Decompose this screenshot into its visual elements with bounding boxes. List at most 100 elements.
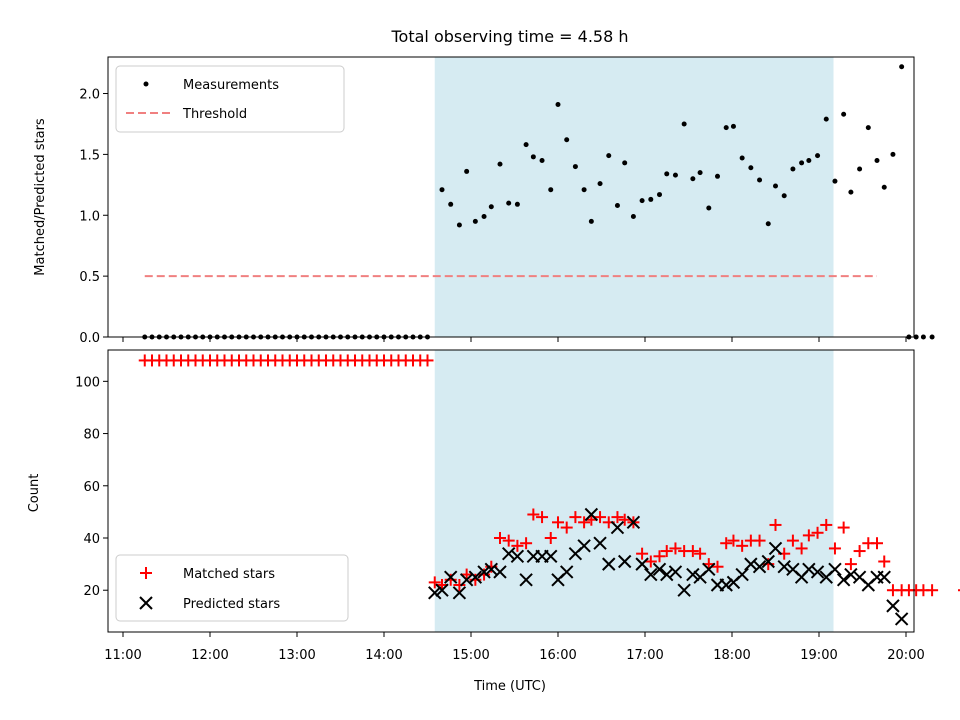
matched-star-point (871, 537, 883, 550)
matched-star-point (511, 539, 524, 552)
measurement-point (823, 116, 829, 122)
measurement-point (697, 170, 703, 176)
matched-star-point (421, 354, 434, 367)
measurement-point (488, 204, 494, 210)
matched-star-point (569, 511, 582, 524)
predicted-star-point (510, 549, 525, 563)
matched-star-point (878, 555, 891, 568)
measurement-point (874, 157, 880, 163)
legend-measurements: Measurements (183, 78, 279, 93)
matched-star-point (926, 584, 939, 597)
y-tick-label: 20 (83, 584, 100, 599)
measurement-point (648, 196, 654, 202)
bottom-y-axis: 20 40 60 80 100 (75, 375, 108, 599)
legend-matched: Matched stars (183, 567, 275, 582)
measurement-point (757, 177, 763, 183)
measurement-point (765, 221, 771, 227)
chart-title: Total observing time = 4.58 h (390, 27, 628, 46)
measurement-point (690, 176, 696, 182)
predicted-star-point (468, 570, 483, 584)
measurement-point (456, 222, 462, 228)
matched-stars-points (138, 354, 960, 597)
measurement-point (865, 125, 871, 131)
matched-star-point (560, 521, 573, 534)
predicted-star-point (635, 557, 649, 571)
measurement-point (890, 151, 896, 157)
predicted-star-point (894, 612, 909, 626)
matched-star-point (669, 542, 682, 555)
measurement-point (555, 101, 561, 107)
matched-star-point (837, 521, 850, 534)
predicted-star-point (686, 567, 700, 582)
matched-star-point (736, 539, 749, 552)
predicted-star-point (777, 560, 791, 574)
measurement-point (739, 155, 745, 161)
measurement-point (448, 201, 454, 207)
predicted-star-point (559, 565, 574, 579)
matched-star-point (552, 516, 564, 529)
top-y-axis: 0.0 0.5 1.0 1.5 2.0 (79, 88, 108, 346)
predicted-star-point (493, 565, 507, 579)
observing-window-top (434, 57, 834, 337)
predicted-star-point (836, 573, 851, 587)
predicted-star-point (844, 567, 858, 582)
predicted-star-point (668, 565, 683, 579)
matched-star-point (502, 534, 515, 547)
measurement-point (464, 168, 470, 174)
matched-star-point (786, 534, 799, 547)
matched-star-point (844, 558, 857, 571)
measurement-point (472, 218, 478, 224)
measurement-point (439, 187, 445, 193)
measurement-point (639, 198, 645, 204)
measurement-point (572, 164, 578, 170)
predicted-star-point (877, 570, 891, 584)
measurement-point (723, 125, 729, 131)
measurement-point (857, 166, 863, 172)
matched-star-point (753, 534, 766, 547)
matched-star-point (795, 542, 808, 555)
x-tick-label: 15:00 (452, 648, 489, 663)
measurement-point (530, 154, 536, 160)
predicted-star-point (602, 557, 616, 571)
measurement-point (799, 160, 805, 166)
x-tick-label: 19:00 (800, 648, 837, 663)
predicted-star-point (626, 515, 641, 530)
measurement-point (715, 173, 720, 179)
measurement-point (539, 157, 545, 163)
matched-star-point (428, 576, 441, 589)
matched-star-point (594, 511, 607, 524)
predicted-star-point (452, 586, 467, 600)
bottom-axes-frame (107, 349, 915, 633)
top-legend-box (115, 65, 345, 133)
predicted-star-point (519, 573, 533, 587)
y-tick-label: 1.0 (79, 209, 100, 224)
x-tick-label: 20:00 (887, 648, 924, 663)
measurement-point (622, 160, 628, 166)
matched-star-point (811, 526, 824, 539)
predicted-star-point (617, 554, 632, 569)
matched-star-point (686, 545, 699, 558)
measurement-point (514, 201, 520, 207)
matched-star-point (636, 547, 649, 560)
predicted-star-point (719, 578, 733, 592)
predicted-star-point (768, 541, 783, 556)
measurement-point (929, 334, 935, 340)
measurement-point (581, 187, 587, 193)
predicted-star-point (802, 562, 816, 577)
measurement-point (506, 200, 512, 206)
top-y-label: Matched/Predicted stars (33, 118, 48, 276)
measurement-point (899, 64, 905, 70)
bottom-x-axis: 11:00 12:00 13:00 14:00 15:00 16:00 17:00 18:00… (104, 632, 925, 663)
top-x-axis (122, 337, 907, 342)
predicted-star-point (752, 560, 767, 574)
top-axes-frame (107, 56, 915, 338)
matched-star-point (694, 547, 707, 560)
matched-star-point (453, 579, 466, 591)
legend-matched-marker (140, 567, 152, 579)
y-tick-label: 2.0 (79, 88, 100, 103)
measurement-point (748, 165, 754, 171)
y-tick-label: 1.5 (79, 148, 100, 163)
predicted-star-point (644, 567, 658, 582)
measurement-point (657, 192, 662, 198)
